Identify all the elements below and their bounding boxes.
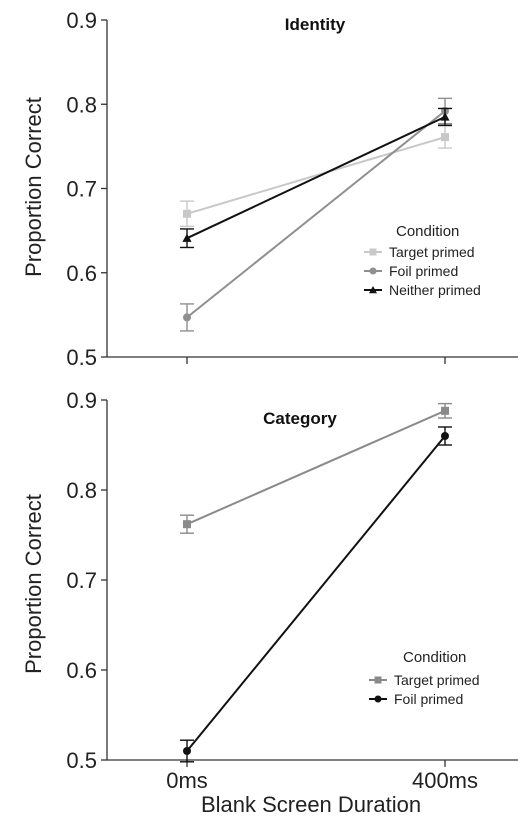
data-point [183,313,191,322]
legend-label: Neither primed [389,282,481,298]
legend-key-marker [368,285,378,294]
series-line [186,435,446,752]
x-tick-label: 0ms [166,768,208,793]
y-tick-label: 0.7 [66,568,97,593]
legend-items: Target primed Foil primed Neither primed [364,244,481,298]
x-tick-label: 400ms [412,768,478,793]
legend-key-marker [374,676,382,684]
y-tick-label: 0.7 [66,177,97,202]
x-ticks [186,357,446,364]
data-point [183,209,191,218]
legend-key-marker [369,267,377,275]
panel-title: Identity [285,15,346,34]
y-axis-label: Proportion Correct [21,97,46,277]
series-line [186,409,446,526]
y-axis-label: Proportion Correct [21,494,46,674]
identity-panel: Identity Proportion Correct 0.5 0.6 0.7 0.8… [21,8,518,370]
y-tick-label: 0.6 [66,261,97,286]
panel-title: Category [263,409,337,428]
y-ticks: 0.5 0.6 0.7 0.8 0.9 [66,388,107,773]
series [180,107,452,249]
legend-label: Foil primed [389,263,458,279]
legend-key-marker [374,695,382,703]
legend-label: Target primed [389,244,475,260]
data-point [440,112,450,121]
series-line [186,115,446,240]
legend-title: Condition [403,649,466,666]
legend-key-marker [369,248,377,256]
legend-label: Target primed [394,672,480,688]
category-panel: Category Proportion Correct 0.5 0.6 0.7 0.8… [21,388,518,793]
y-tick-label: 0.5 [66,748,97,773]
x-axis-title: Blank Screen Duration [201,792,421,817]
data-point [441,133,449,142]
data-point [183,747,191,755]
legend-title: Condition [396,223,459,240]
series-line [186,110,446,319]
y-tick-label: 0.9 [66,388,97,413]
series [180,125,452,228]
series-line [186,136,446,215]
series [180,426,452,763]
y-tick-label: 0.8 [66,92,97,117]
legend: Condition Target primed Foil primed Neithe… [364,223,481,298]
y-tick-label: 0.9 [66,8,97,33]
y-tick-label: 0.5 [66,345,97,370]
data-point [441,406,449,415]
legend: Condition Target primed Foil primed [369,649,480,707]
y-tick-label: 0.8 [66,478,97,503]
series-layer [180,97,452,332]
series [180,402,452,534]
data-point [182,233,192,242]
y-ticks: 0.5 0.6 0.7 0.8 0.9 [66,8,107,370]
series-layer [180,402,452,763]
legend-items: Target primed Foil primed [369,672,480,707]
data-point [441,432,449,440]
legend-label: Foil primed [394,691,463,707]
data-point [183,520,191,529]
x-ticks: 0ms 400ms [166,760,478,793]
y-tick-label: 0.6 [66,658,97,683]
